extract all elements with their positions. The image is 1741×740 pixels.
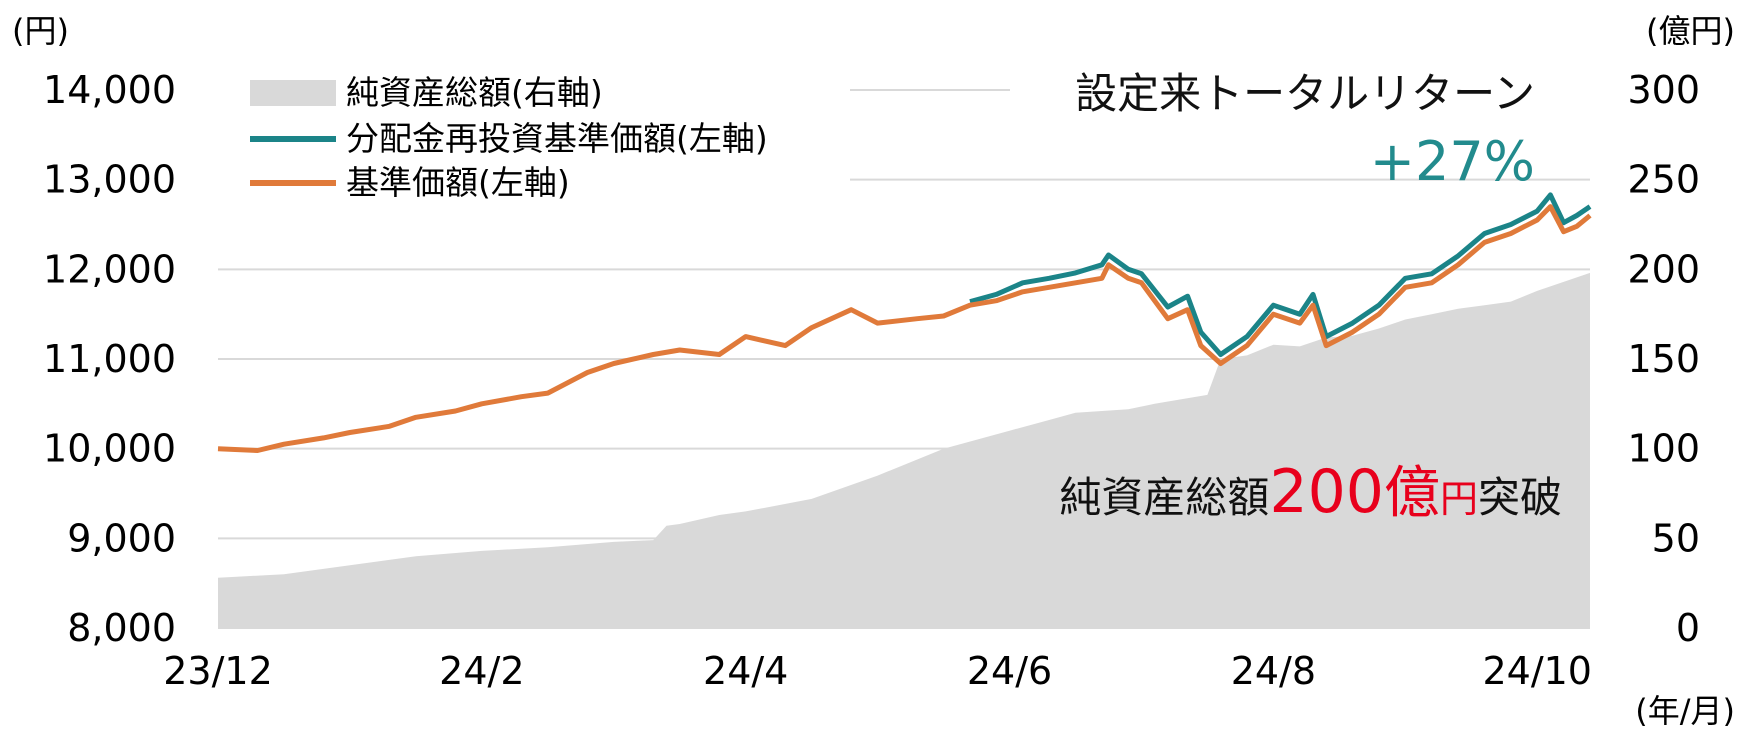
callout-suffix: 突破	[1478, 473, 1562, 522]
left-tick-label: 12,000	[43, 247, 176, 291]
x-tick-label: 24/6	[967, 649, 1052, 693]
x-axis-unit: (年/月)	[1635, 692, 1735, 730]
total-return-value: +27%	[1370, 130, 1535, 193]
legend-swatch-reinvested	[250, 136, 336, 142]
right-tick-label: 100	[1627, 427, 1700, 471]
left-tick-label: 14,000	[43, 68, 176, 112]
right-axis-unit: (億円)	[1646, 12, 1735, 50]
legend-label-nav: 基準価額(左軸)	[346, 163, 570, 202]
right-tick-label: 250	[1627, 158, 1700, 202]
callout-unit-en: 円	[1440, 477, 1478, 521]
left-axis-unit: (円)	[12, 12, 69, 50]
left-tick-label: 13,000	[43, 158, 176, 202]
callout-unit-oku: 億	[1384, 461, 1440, 526]
right-tick-label: 300	[1627, 68, 1700, 112]
left-tick-label: 10,000	[43, 427, 176, 471]
x-axis-ticks: 23/12 24/2 24/4 24/6 24/8 24/10	[163, 649, 1592, 693]
callout-number: 200	[1269, 457, 1384, 527]
callout-prefix: 純資産総額	[1059, 473, 1269, 522]
legend-swatch-assets	[250, 80, 336, 106]
left-axis-ticks: 8,000 9,000 10,000 11,000 12,000 13,000 14,000	[43, 68, 176, 650]
legend-label-assets: 純資産総額(右軸)	[346, 73, 603, 112]
right-tick-label: 200	[1627, 247, 1700, 291]
x-tick-label: 24/2	[439, 649, 524, 693]
left-tick-label: 9,000	[67, 516, 176, 560]
x-tick-label: 24/10	[1482, 649, 1592, 693]
total-return-title: 設定来トータルリターン	[1075, 69, 1535, 118]
nav-line	[217, 204, 1592, 453]
x-tick-label: 24/4	[703, 649, 788, 693]
legend-swatch-nav	[250, 180, 336, 186]
reinvested-nav-line	[969, 192, 1592, 357]
right-tick-label: 0	[1676, 606, 1700, 650]
x-tick-label: 24/8	[1231, 649, 1316, 693]
x-tick-label: 23/12	[163, 649, 273, 693]
right-tick-label: 150	[1627, 337, 1700, 381]
legend: 純資産総額(右軸) 分配金再投資基準価額(左軸) 基準価額(左軸)	[250, 73, 768, 202]
legend-label-reinvested: 分配金再投資基準価額(左軸)	[346, 119, 768, 158]
left-tick-label: 8,000	[67, 606, 176, 650]
right-tick-label: 50	[1652, 516, 1700, 560]
net-assets-area	[218, 272, 1590, 628]
right-axis-ticks: 0 50 100 150 200 250 300	[1627, 68, 1700, 650]
net-assets-callout: 純資産総額200億円突破	[1059, 457, 1562, 527]
left-tick-label: 11,000	[43, 337, 176, 381]
